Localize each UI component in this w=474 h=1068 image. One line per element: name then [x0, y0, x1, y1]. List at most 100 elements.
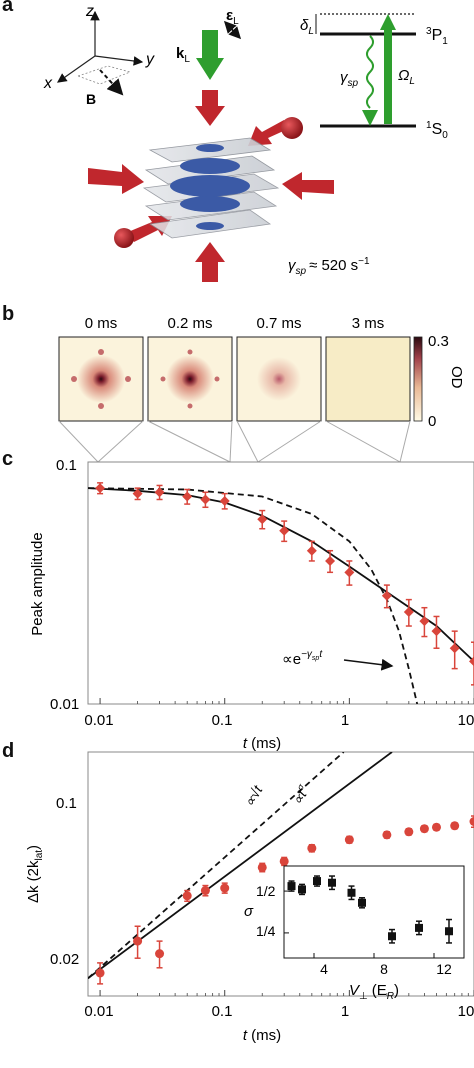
- data-point-circle: [182, 891, 192, 901]
- inset-ytick-quarter: 1/4: [256, 923, 276, 939]
- data-point-circle: [404, 827, 414, 837]
- data-point-circle: [344, 835, 354, 845]
- panel-d-frame: [87, 751, 474, 997]
- magnetic-field-indicator: [76, 65, 132, 96]
- inset-data-point-square: [388, 932, 396, 941]
- data-point-diamond: [279, 525, 290, 536]
- k-vector-label: kL: [176, 45, 190, 65]
- data-point-circle: [307, 843, 317, 853]
- data-point-diamond: [403, 606, 414, 617]
- inset-xtick-4: 4: [320, 961, 328, 977]
- data-point-circle: [95, 968, 105, 978]
- data-point-diamond: [154, 487, 165, 498]
- panel-c-plot: [88, 482, 474, 704]
- inset-frame: [283, 865, 465, 959]
- data-point-diamond: [325, 555, 336, 566]
- panel-c-ylabel: Peak amplitude: [29, 532, 46, 635]
- panel-c-xtick-2: 1: [341, 712, 349, 729]
- panel-c-ytick-bottom: 0.01: [50, 696, 79, 713]
- upper-level-label: 3P1: [426, 26, 448, 47]
- panel-d-power-label: ∝tσ: [288, 782, 313, 808]
- panel-c-ytick-top: 0.1: [56, 457, 77, 474]
- panel-d-plot: [88, 752, 474, 996]
- y-axis-label: y: [145, 51, 155, 68]
- panel-c-xtick-3: 10: [458, 712, 474, 729]
- inset-xlabel: V⊥ (ER): [349, 982, 399, 1002]
- optical-lattice-stack: [142, 137, 280, 239]
- data-point-circle: [419, 824, 429, 834]
- colorbar-max: 0.3: [428, 333, 449, 350]
- data-point-circle: [450, 821, 460, 831]
- panel-d-xtick-1: 0.1: [212, 1003, 233, 1020]
- colorbar-min: 0: [428, 413, 436, 430]
- data-point-diamond: [219, 495, 230, 506]
- panel-d-sqrt-label: ∝√t: [241, 782, 266, 810]
- data-point-diamond: [469, 656, 474, 667]
- data-point-diamond: [257, 514, 268, 525]
- lattice-beam-right: [282, 172, 334, 200]
- panel-d-xtick-0: 0.01: [84, 1003, 113, 1020]
- decay-wavy-line: [366, 35, 374, 109]
- panel-label-a: a: [2, 0, 14, 16]
- lattice-beam-top-right-ball: [281, 117, 303, 139]
- panel-c-xlabel: t (ms): [243, 735, 281, 752]
- inset-xtick-12: 12: [436, 961, 452, 977]
- panel-c-xtick-0: 0.01: [84, 712, 113, 729]
- lattice-beam-left: [88, 164, 144, 194]
- data-point-circle: [382, 830, 392, 840]
- data-point-circle: [279, 856, 289, 866]
- panel-d-ylabel: Δk (2klat): [25, 845, 45, 903]
- panel-label-c: c: [2, 448, 14, 470]
- colorbar: [413, 336, 423, 422]
- panel-c: 0.1 0.01 0.01 0.1 1 10 t (ms) Peak amplit…: [29, 457, 474, 752]
- panel-d: 0.1 0.02 0.01 0.1 1 10 t (ms) Δk (2klat) …: [25, 751, 474, 1044]
- series-dashed-line: [88, 487, 419, 704]
- series-dashed-line: [88, 752, 345, 979]
- x-axis-label: x: [43, 75, 53, 92]
- series-solid-line: [88, 487, 474, 663]
- lattice-beam-bottom: [195, 242, 225, 282]
- inset-data-point-square: [287, 882, 296, 891]
- time-label-3: 3 ms: [352, 315, 385, 332]
- data-point-diamond: [200, 494, 211, 505]
- data-point-circle: [257, 862, 267, 872]
- inset-data-point-square: [445, 927, 453, 936]
- panel-label-d: d: [2, 740, 15, 762]
- panel-d-ytick-top: 0.1: [56, 795, 77, 812]
- level-diagram: [315, 13, 416, 128]
- polarization-label: εL: [226, 7, 239, 27]
- inset-plot: [284, 875, 453, 958]
- clipped-marks: [88, 482, 474, 704]
- rabi-label: ΩL: [398, 67, 415, 87]
- od-image-3ms: [325, 336, 411, 422]
- data-point-diamond: [381, 590, 392, 601]
- data-point-diamond: [431, 626, 442, 637]
- colorbar-label: OD: [448, 366, 465, 389]
- od-image-02ms: [147, 336, 233, 422]
- z-axis-label: z: [85, 3, 94, 20]
- panel-a: z y x B kL εL: [43, 3, 448, 282]
- inset-data-point-square: [347, 888, 356, 897]
- panel-c-annotation: ∝e−γspt: [282, 649, 323, 668]
- excitation-arrow-shaft: [384, 24, 392, 124]
- inset-data-point-square: [298, 885, 306, 894]
- panel-d-ytick-bottom: 0.02: [50, 951, 79, 968]
- time-connector-lines: [58, 420, 411, 463]
- lattice-beam-top-right: [248, 120, 290, 146]
- inset-ylabel: σ: [244, 903, 254, 920]
- panel-c-xtick-1: 0.1: [212, 712, 233, 729]
- od-image-07ms: [236, 336, 322, 422]
- panel-d-xtick-3: 10: [458, 1003, 474, 1020]
- data-point-diamond: [95, 483, 106, 494]
- lower-level-label: 1S0: [426, 120, 448, 141]
- lattice-beam-top: [195, 90, 225, 126]
- time-label-0: 0 ms: [85, 315, 118, 332]
- panel-d-xtick-2: 1: [341, 1003, 349, 1020]
- coordinate-axes: [57, 10, 144, 83]
- decay-rate-label: γsp ≈ 520 s−1: [288, 256, 370, 277]
- data-point-diamond: [306, 545, 317, 556]
- excitation-arrow-head: [380, 14, 396, 30]
- panel-d-xlabel: t (ms): [243, 1027, 281, 1044]
- data-point-diamond: [449, 643, 460, 654]
- inset-ytick-half: 1/2: [256, 883, 276, 899]
